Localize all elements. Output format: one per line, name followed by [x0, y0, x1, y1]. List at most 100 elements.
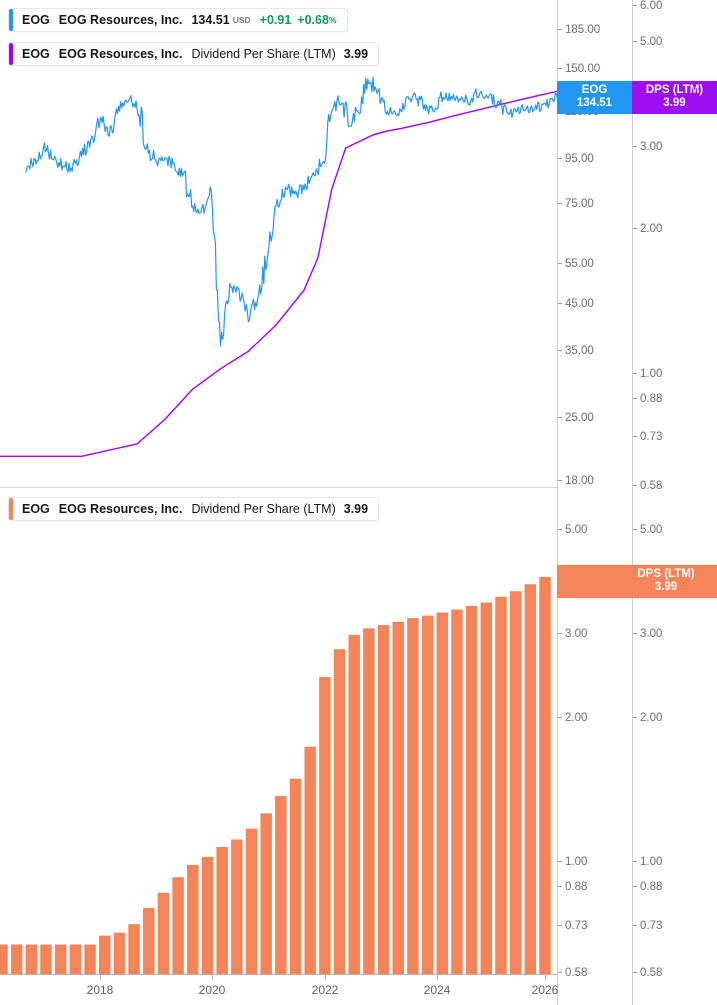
- dividend-bar[interactable]: 2024-Q2: 3.35: [436, 612, 449, 974]
- dividend-bar[interactable]: 2026-Q1: 3.99: [539, 576, 551, 974]
- dividend-bar[interactable]: 2019-Q3: 0.86: [157, 892, 170, 974]
- dividend-bar[interactable]: 2017-Q2: 0.67: [25, 944, 38, 974]
- dividend-bar[interactable]: 2020-Q2: 1.03: [201, 856, 214, 974]
- axis-tick-price: 150.00: [558, 63, 600, 75]
- dividend-bar[interactable]: 2023-Q1: 3.1: [363, 628, 375, 974]
- axis-tick-label: 45.00: [565, 298, 594, 310]
- axis-tick-mark: [558, 717, 562, 718]
- axis-tick-mark: [633, 925, 637, 926]
- axis-tick-mark: [633, 633, 637, 634]
- dividend-bar[interactable]: 2021-Q1: 1.18: [245, 828, 258, 974]
- axis-tick-label: 2.00: [640, 712, 663, 724]
- dividend-bar[interactable]: 2019-Q4: 0.93: [172, 877, 184, 974]
- axis-tick-mark: [558, 529, 562, 530]
- dividend-bar[interactable]: 2025-Q3: 3.72: [509, 591, 522, 974]
- legend-metric-name: Dividend Per Share (LTM): [191, 47, 336, 61]
- dividend-bar[interactable]: 2017-Q3: 0.67: [40, 944, 52, 974]
- dividend-bar[interactable]: 2021-Q4: 1.5: [289, 778, 302, 974]
- axis-tick-label: 0.58: [565, 967, 588, 979]
- dividend-badge-top[interactable]: DPS (LTM) 3.99: [632, 81, 717, 114]
- dividend-bar[interactable]: 2022-Q2: 2.45: [319, 676, 331, 974]
- dividend-axis[interactable]: 6.00 5.00 3.00 2.00 1.00 0.88 0.73 0.58 5.00 3.00…: [632, 0, 717, 1005]
- axis-tick-dividend: 5.00: [633, 36, 662, 48]
- legend-company: EOG Resources, Inc.: [58, 47, 183, 61]
- legend-percent-symbol: %: [328, 15, 337, 25]
- dividend-bar[interactable]: 2017-Q4: 0.67: [54, 944, 67, 974]
- price-axis[interactable]: 185.00150.00115.0095.0075.0055.0045.0035…: [557, 0, 632, 1005]
- axis-tick-label: 35.00: [565, 345, 594, 357]
- dividend-bar[interactable]: 2017-Q1: 0.67: [10, 944, 23, 974]
- axis-tick-dividend: 1.00: [633, 368, 663, 380]
- dividend-bar[interactable]: 2018-Q4: 0.71: [113, 932, 126, 974]
- legend-dividend-top[interactable]: EOG EOG Resources, Inc. Dividend Per Sha…: [8, 42, 380, 66]
- dividend-bar[interactable]: 2023-Q4: 3.26: [407, 618, 419, 974]
- legend-change-percent: +0.68: [297, 13, 329, 27]
- dividend-bar-group: 2016-Q4: 0.672017-Q1: 0.672017-Q2: 0.672…: [0, 576, 551, 974]
- legend-currency: USD: [232, 15, 251, 25]
- axis-tick-dividend-bottom: 0.88: [558, 881, 587, 893]
- axis-tick-mark: [558, 158, 562, 159]
- dividend-bar[interactable]: 2022-Q1: 1.75: [304, 746, 316, 974]
- price-chart-panel[interactable]: [0, 0, 557, 487]
- dividend-bar[interactable]: 2023-Q3: 3.2: [392, 621, 404, 974]
- dividend-badge-bottom[interactable]: DPS (LTM) 3.99: [557, 565, 717, 598]
- dividend-bar[interactable]: 2022-Q4: 3: [348, 635, 360, 974]
- axis-tick-label: 185.00: [565, 24, 601, 36]
- axis-tick-mark: [558, 417, 562, 418]
- dividend-bar[interactable]: 2018-Q2: 0.67: [84, 944, 96, 974]
- axis-tick-dividend-bottom: 0.73: [558, 920, 587, 932]
- dividend-bar[interactable]: 2024-Q1: 3.3: [421, 615, 434, 974]
- dividend-bar[interactable]: 2021-Q2: 1.27: [260, 813, 272, 974]
- axis-tick-dividend: 6.00: [633, 0, 662, 12]
- legend-color-swatch-dividend: [9, 43, 13, 65]
- dividend-bar[interactable]: 2019-Q1: 0.74: [128, 924, 140, 974]
- dividend-bar[interactable]: 2016-Q4: 0.67: [0, 944, 8, 974]
- dividend-bar[interactable]: 2023-Q2: 3.15: [377, 625, 390, 974]
- axis-tick-dividend-bottom: 1.00: [558, 856, 587, 868]
- axis-tick-label: 0.58: [640, 480, 663, 492]
- dividend-bar[interactable]: 2019-Q2: 0.8: [143, 907, 155, 974]
- dividend-bar[interactable]: 2020-Q1: 0.99: [187, 864, 199, 974]
- dividend-bar[interactable]: 2020-Q4: 1.12: [231, 839, 243, 974]
- legend-ticker: EOG: [22, 47, 50, 61]
- time-axis[interactable]: 2018 2020 2022 2024 2026: [0, 975, 558, 1005]
- dividend-bar-chart-panel[interactable]: 2016-Q4: 0.672017-Q1: 0.672017-Q2: 0.672…: [0, 489, 557, 975]
- time-axis-tick-mark: [212, 975, 213, 980]
- axis-tick-label: 5.00: [565, 524, 588, 536]
- legend-price[interactable]: EOG EOG Resources, Inc. 134.51 USD +0.91…: [8, 8, 348, 32]
- axis-tick-mark: [633, 529, 637, 530]
- legend-color-swatch-price: [9, 9, 13, 31]
- axis-tick-dividend: 5.00: [633, 524, 662, 536]
- dividend-bar[interactable]: 2018-Q1: 0.67: [69, 944, 82, 974]
- legend-metric-name: Dividend Per Share (LTM): [191, 502, 336, 516]
- legend-dividend-bottom[interactable]: EOG EOG Resources, Inc. Dividend Per Sha…: [8, 497, 380, 521]
- legend-color-swatch-dividend-bars: [9, 498, 13, 520]
- axis-tick-mark: [558, 480, 562, 481]
- axis-tick-dividend: 0.58: [633, 967, 662, 979]
- axis-tick-price: 35.00: [558, 345, 594, 357]
- dividend-bar[interactable]: 2020-Q3: 1.08: [216, 847, 228, 974]
- dividend-bar[interactable]: 2025-Q1: 3.52: [480, 602, 493, 974]
- axis-tick-mark: [633, 861, 637, 862]
- time-axis-tick-mark: [100, 975, 101, 980]
- axis-tick-label: 0.88: [640, 881, 663, 893]
- dividend-bar[interactable]: 2022-Q3: 2.8: [333, 649, 346, 974]
- dividend-bar[interactable]: 2025-Q2: 3.62: [495, 596, 507, 974]
- dividend-bar[interactable]: 2024-Q3: 3.4: [451, 609, 463, 974]
- dividend-bar[interactable]: 2021-Q3: 1.38: [275, 796, 287, 974]
- axis-tick-label: 2.00: [640, 223, 663, 235]
- price-badge[interactable]: EOG 134.51: [557, 81, 632, 114]
- legend-metric-value: 3.99: [343, 47, 369, 61]
- axis-tick-dividend-bottom: 2.00: [558, 712, 587, 724]
- dividend-bar[interactable]: 2018-Q3: 0.7: [98, 935, 111, 974]
- bottom-axis-line: [0, 974, 557, 975]
- axis-tick-dividend-bottom: 3.00: [558, 628, 587, 640]
- axis-tick-label: 1.00: [640, 368, 663, 380]
- dividend-bar[interactable]: 2024-Q4: 3.46: [465, 605, 478, 974]
- axis-tick-mark: [558, 972, 562, 973]
- axis-tick-mark: [558, 925, 562, 926]
- dividend-bar[interactable]: 2025-Q4: 3.85: [524, 584, 537, 974]
- axis-tick-price: 45.00: [558, 298, 594, 310]
- axis-tick-mark: [633, 886, 637, 887]
- axis-tick-dividend: 0.73: [633, 431, 662, 443]
